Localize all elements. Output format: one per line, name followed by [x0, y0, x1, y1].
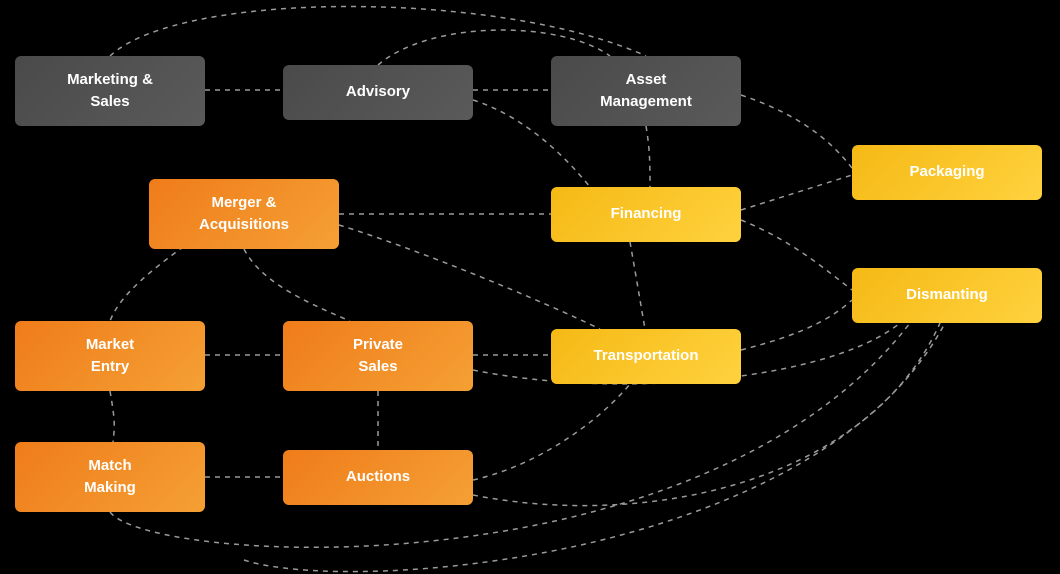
node-label: Dismanting — [906, 284, 988, 307]
node-packaging: Packaging — [852, 145, 1042, 200]
edge — [110, 7, 646, 57]
node-privatesales: Private Sales — [283, 321, 473, 391]
edge — [741, 220, 852, 290]
edge — [110, 391, 114, 442]
node-dismantling: Dismanting — [852, 268, 1042, 323]
edge — [630, 242, 645, 329]
node-label: Transportation — [593, 345, 698, 368]
edge — [244, 249, 350, 321]
edge — [741, 95, 852, 168]
node-label: Asset Management — [600, 69, 692, 114]
node-merger: Merger & Acquisitions — [149, 179, 339, 249]
edge — [473, 384, 630, 480]
node-financing: Financing — [551, 187, 741, 242]
node-label: Advisory — [346, 81, 410, 104]
node-marketentry: Market Entry — [15, 321, 205, 391]
edge — [646, 126, 650, 187]
node-advisory: Advisory — [283, 65, 473, 120]
node-label: Packaging — [909, 161, 984, 184]
node-label: Marketing & Sales — [67, 69, 153, 114]
node-label: Auctions — [346, 466, 410, 489]
node-label: Market Entry — [86, 334, 134, 379]
node-label: Match Making — [84, 455, 136, 500]
edge — [110, 323, 910, 547]
node-label: Merger & Acquisitions — [199, 192, 289, 237]
node-marketing: Marketing & Sales — [15, 56, 205, 126]
node-auctions: Auctions — [283, 450, 473, 505]
node-label: Financing — [611, 203, 682, 226]
network-diagram: Marketing & Sales Advisory Asset Managemen… — [0, 0, 1060, 574]
node-matchmaking: Match Making — [15, 442, 205, 512]
edge — [741, 300, 852, 350]
node-asset: Asset Management — [551, 56, 741, 126]
node-label: Private Sales — [353, 334, 403, 379]
edge — [741, 175, 852, 210]
node-transportation: Transportation — [551, 329, 741, 384]
